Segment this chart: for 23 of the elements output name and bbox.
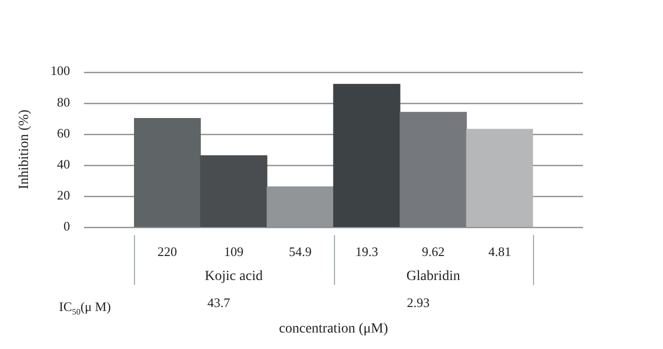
- x-tick-label: 19.3: [355, 244, 378, 260]
- bar: [400, 112, 467, 227]
- y-tick-label: 80: [57, 94, 70, 110]
- x-tick-label: 9.62: [422, 244, 445, 260]
- y-tick-label: 60: [57, 125, 70, 140]
- text: Glabridin: [406, 269, 460, 284]
- bar: [333, 84, 400, 227]
- x-tick-label: 220: [158, 244, 177, 260]
- bar: [466, 128, 533, 227]
- y-tick-label: 40: [57, 156, 70, 172]
- x-tick-label: 54.9: [288, 244, 312, 260]
- bar: [134, 118, 201, 227]
- y-tick-label: 100: [50, 63, 70, 78]
- text: 2.93: [406, 295, 430, 310]
- x-tick-label: 4.81: [488, 244, 512, 260]
- y-axis-title: Inhibition (%): [17, 109, 32, 190]
- y-tick-label: 0: [64, 218, 70, 234]
- y-tick-label: 20: [57, 187, 70, 202]
- bar: [200, 155, 268, 227]
- x-tick-label: 109: [224, 244, 244, 260]
- x-axis-title: concentration (μM): [279, 321, 388, 336]
- text: 43.7: [207, 295, 231, 310]
- text: Kojic acid: [204, 269, 263, 284]
